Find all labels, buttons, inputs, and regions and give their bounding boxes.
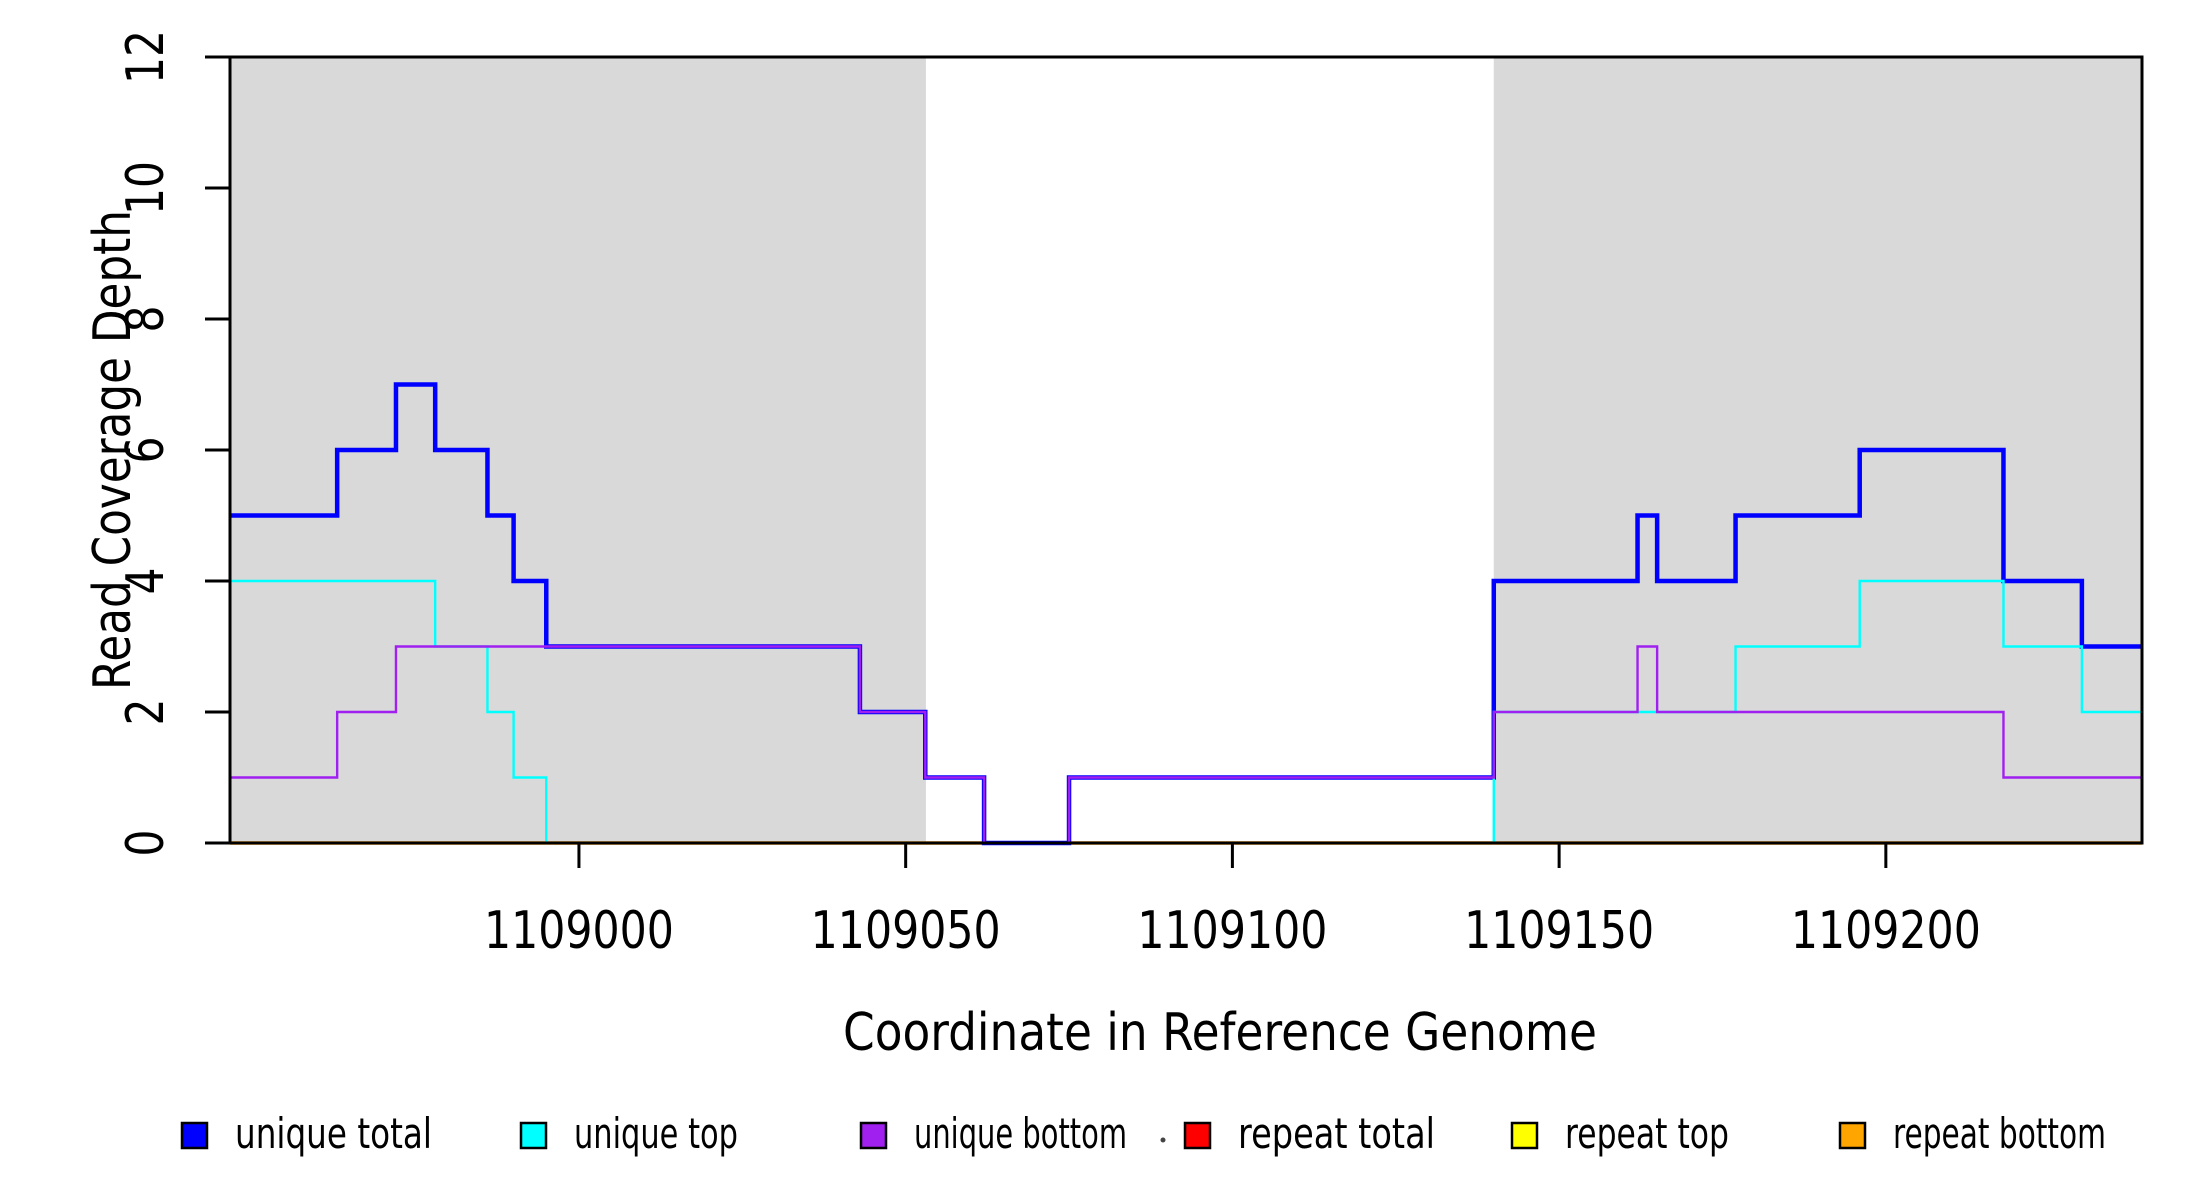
legend-item-repeat-bottom: repeat bottom (1838, 1109, 2106, 1158)
shaded-band-1 (1493, 57, 2142, 843)
alignability-shading (230, 57, 2142, 843)
x-axis-title: Coordinate in Reference Genome (843, 1003, 1597, 1063)
legend-label: repeat top (1565, 1109, 1729, 1158)
x-tick-label: 1109200 (1791, 901, 1981, 961)
legend-label: repeat bottom (1893, 1109, 2106, 1158)
x-tick-label: 1109150 (1464, 901, 1654, 961)
shaded-band-0 (230, 57, 926, 843)
y-tick-label: 6 (116, 437, 176, 464)
y-tick-label: 4 (116, 568, 176, 595)
legend-swatch-repeat-bottom (1838, 1121, 1867, 1150)
legend-swatch-unique-total (180, 1121, 209, 1150)
x-tick-label: 1109100 (1137, 901, 1327, 961)
y-tick-label: 10 (116, 161, 176, 215)
legend-label: unique top (574, 1109, 738, 1158)
stray-mark (1160, 1137, 1166, 1143)
legend-swatch-repeat-total (1183, 1121, 1212, 1150)
y-tick-label: 12 (116, 30, 176, 84)
y-tick-label: 2 (116, 699, 176, 726)
legend-label: unique total (235, 1109, 432, 1158)
legend-label: repeat total (1238, 1109, 1435, 1158)
x-tick-label: 1109050 (811, 901, 1001, 961)
legend-item-unique-total: unique total (180, 1109, 432, 1158)
x-tick-label: 1109000 (484, 901, 674, 961)
legend-item-repeat-top: repeat top (1510, 1109, 1729, 1158)
legend-item-unique-top: unique top (519, 1109, 738, 1158)
legend-label: unique bottom (914, 1109, 1127, 1158)
y-tick-label: 0 (116, 830, 176, 857)
legend-swatch-repeat-top (1510, 1121, 1539, 1150)
legend-item-repeat-total: repeat total (1183, 1109, 1435, 1158)
y-axis: 0 2 4 6 8 10 12 (116, 30, 230, 857)
legend-swatch-unique-bottom (859, 1121, 888, 1150)
legend: unique total unique top unique bottom repea… (180, 1109, 2106, 1158)
legend-swatch-unique-top (519, 1121, 548, 1150)
x-axis: 1109000 1109050 1109100 1109150 1109200 (484, 843, 1981, 961)
y-tick-label: 8 (116, 306, 176, 333)
legend-item-unique-bottom: unique bottom (859, 1109, 1127, 1158)
y-axis-title: Read Coverage Depth (83, 210, 143, 690)
